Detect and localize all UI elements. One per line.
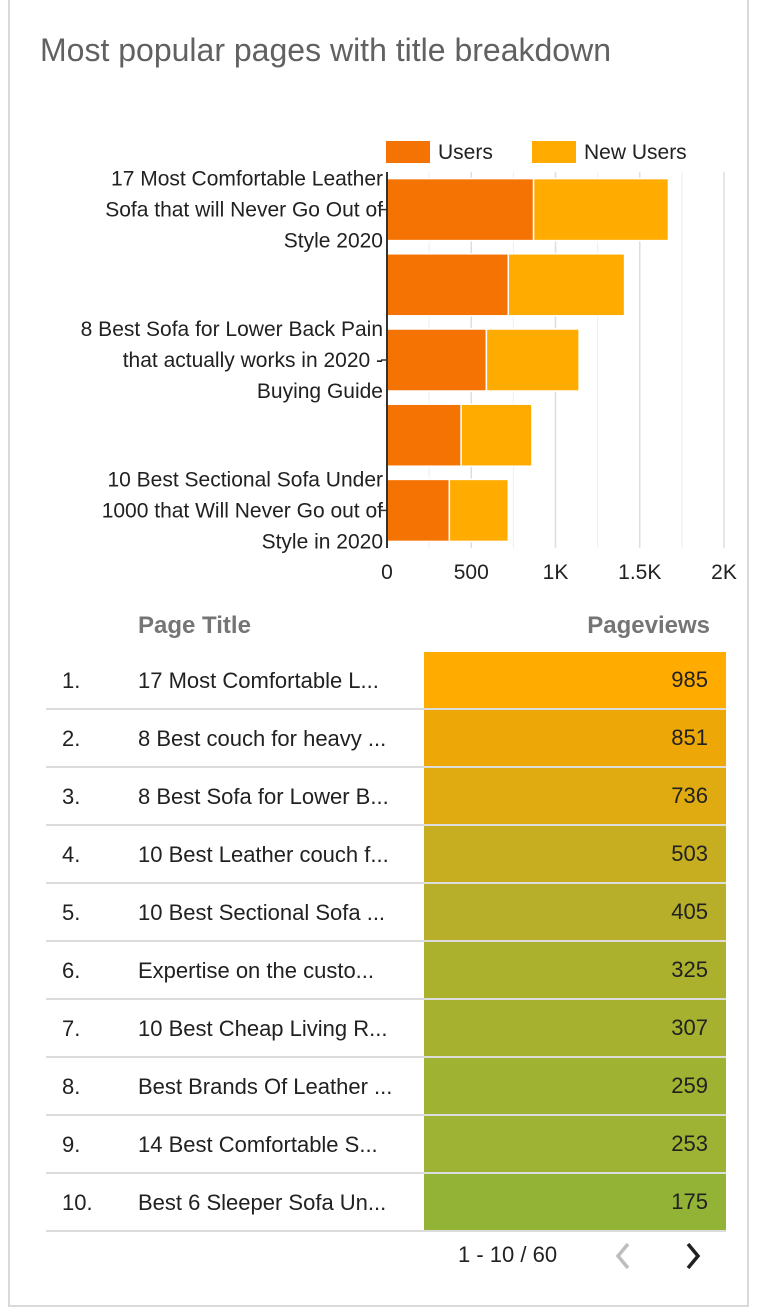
bar-users — [386, 478, 451, 543]
category-label: Style 2020 — [284, 230, 383, 253]
card-frame — [8, 0, 749, 1307]
row-page-title: Best Brands Of Leather ... — [138, 1074, 393, 1099]
row-pageviews: 985 — [424, 652, 726, 708]
row-index: 3. — [62, 784, 81, 809]
x-tick-label: 1.5K — [618, 561, 661, 584]
table-row[interactable]: 4. 10 Best Leather couch f... 503 — [46, 826, 726, 884]
table-row[interactable]: 8. Best Brands Of Leather ... 259 — [46, 1058, 726, 1116]
row-pageviews: 259 — [424, 1058, 726, 1114]
column-header-page-title[interactable]: Page Title — [138, 612, 251, 639]
row-page-title: 10 Best Sectional Sofa ... — [138, 900, 386, 925]
table-row[interactable]: 5. 10 Best Sectional Sofa ... 405 — [46, 884, 726, 942]
category-label: Style in 2020 — [262, 530, 383, 553]
chevron-left-icon[interactable] — [608, 1236, 638, 1276]
legend-label: Users — [438, 141, 493, 164]
bar-users — [386, 253, 510, 317]
table-row[interactable]: 3. 8 Best Sofa for Lower B... 736 — [46, 768, 726, 826]
row-index: 9. — [62, 1132, 81, 1157]
bar-new-users — [448, 478, 510, 543]
row-page-title: Expertise on the custo... — [138, 958, 375, 983]
x-tick-label: 0 — [381, 561, 393, 584]
table-row[interactable]: 9. 14 Best Comfortable S... 253 — [46, 1116, 726, 1174]
row-pageviews: 405 — [424, 884, 726, 940]
x-tick-label: 1K — [543, 561, 569, 584]
row-page-title: 10 Best Leather couch f... — [138, 842, 389, 867]
category-label: 10 Best Sectional Sofa Under — [107, 468, 383, 491]
row-page-title: 10 Best Cheap Living R... — [138, 1016, 388, 1041]
bar-new-users — [532, 177, 670, 242]
row-page-title: Best 6 Sleeper Sofa Un... — [138, 1190, 387, 1215]
x-tick-label: 500 — [454, 561, 489, 584]
row-index: 5. — [62, 900, 81, 925]
row-index: 8. — [62, 1074, 81, 1099]
row-index: 2. — [62, 726, 81, 751]
row-pageviews: 736 — [424, 768, 726, 824]
row-page-title: 8 Best Sofa for Lower B... — [138, 784, 389, 809]
bar-users — [386, 177, 535, 242]
row-index: 6. — [62, 958, 81, 983]
row-index: 1. — [62, 668, 81, 693]
legend-swatch-new-users — [532, 141, 576, 163]
table-row[interactable]: 10. Best 6 Sleeper Sofa Un... 175 — [46, 1174, 726, 1232]
table-row[interactable]: 2. 8 Best couch for heavy ... 851 — [46, 710, 726, 768]
category-label: 1000 that Will Never Go out of — [102, 499, 383, 522]
pagination-label: 1 - 10 / 60 — [458, 1242, 558, 1267]
row-pageviews: 851 — [424, 710, 726, 766]
stacked-bar-chart: 0 500 1K 1.5K 2K 17 Most Comfortable Leather S… — [81, 141, 737, 584]
row-pageviews: 503 — [424, 826, 726, 882]
row-page-title: 8 Best couch for heavy ... — [138, 726, 387, 751]
table-body: 1. 17 Most Comfortable L... 985 2. 8 Best co… — [46, 652, 726, 1232]
legend-label: New Users — [584, 141, 687, 164]
category-label: Buying Guide — [257, 380, 383, 403]
row-page-title: 17 Most Comfortable L... — [138, 668, 379, 693]
column-header-pageviews[interactable]: Pageviews — [587, 612, 710, 639]
category-label: Sofa that will Never Go Out of — [105, 199, 383, 222]
bar-new-users — [460, 403, 533, 467]
row-index: 4. — [62, 842, 81, 867]
row-pageviews: 325 — [424, 942, 726, 998]
chevron-right-icon[interactable] — [678, 1236, 708, 1276]
bar-new-users — [485, 328, 580, 392]
table-row[interactable]: 1. 17 Most Comfortable L... 985 — [46, 652, 726, 710]
bar-users — [386, 328, 488, 392]
category-label: 8 Best Sofa for Lower Back Pain — [81, 318, 383, 341]
row-index: 7. — [62, 1016, 81, 1041]
row-pageviews: 307 — [424, 1000, 726, 1056]
row-page-title: 14 Best Comfortable S... — [138, 1132, 378, 1157]
chart-title: Most popular pages with title breakdown — [40, 32, 611, 68]
x-tick-label: 2K — [711, 561, 737, 584]
row-pageviews: 253 — [424, 1116, 726, 1172]
bar-new-users — [507, 253, 626, 317]
category-label: 17 Most Comfortable Leather — [111, 168, 383, 191]
table-row[interactable]: 7. 10 Best Cheap Living R... 307 — [46, 1000, 726, 1058]
table-row[interactable]: 6. Expertise on the custo... 325 — [46, 942, 726, 1000]
legend-swatch-users — [386, 141, 430, 163]
row-index: 10. — [62, 1190, 93, 1215]
category-label: that actually works in 2020 - — [123, 349, 383, 372]
bar-users — [386, 403, 462, 467]
row-pageviews: 175 — [424, 1174, 726, 1230]
